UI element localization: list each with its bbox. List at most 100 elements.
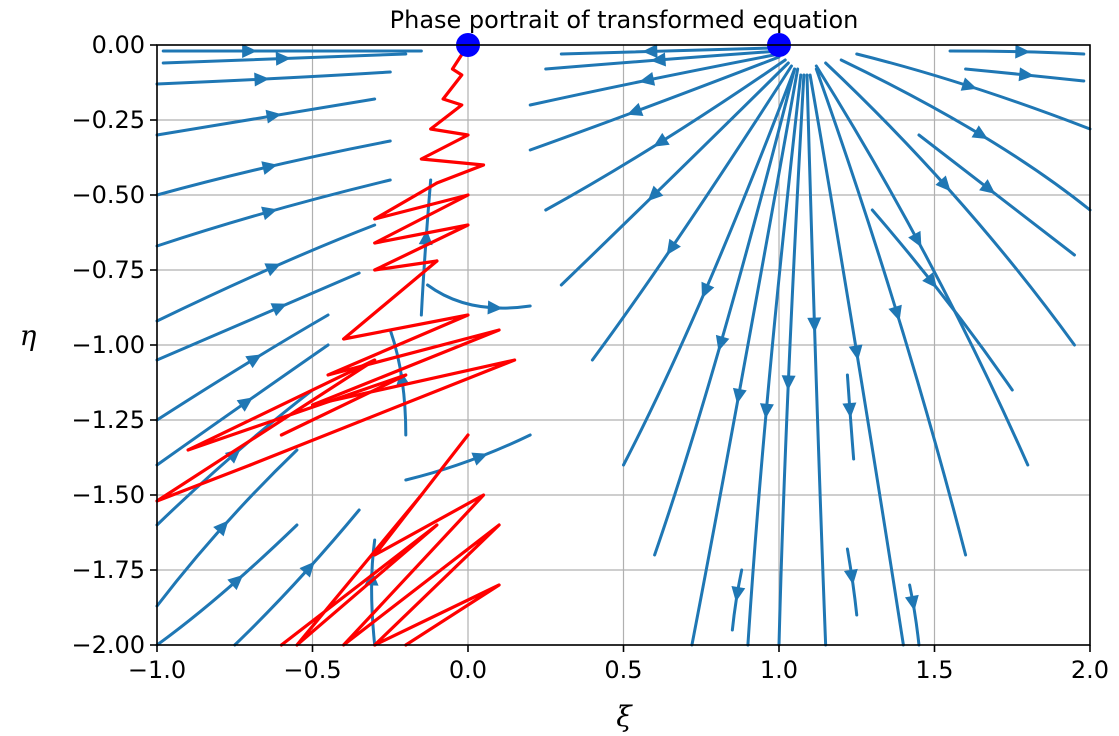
streamline — [233, 508, 361, 647]
stream-arrowhead — [842, 402, 857, 419]
stream-arrowhead — [666, 238, 681, 256]
stream-arrowhead — [261, 161, 278, 175]
y-tick-label: −1.75 — [71, 556, 145, 584]
streamline — [370, 538, 377, 647]
stream-arrowhead — [227, 574, 244, 591]
trajectory — [155, 43, 517, 647]
x-tick-label: 2.0 — [1071, 656, 1109, 684]
stream-arrowhead — [471, 452, 488, 466]
y-ticks: 0.00 −0.25 −0.50 −0.75 −1.00 −1.25 −1.50 −1.75 −… — [71, 31, 157, 659]
stream-arrowhead — [364, 570, 379, 586]
stream-arrowhead — [213, 520, 229, 537]
grid-lines — [156, 44, 1091, 646]
stream-arrowhead — [275, 51, 291, 66]
chart-title: Phase portrait of transformed equation — [390, 6, 859, 34]
x-tick-label: 1.5 — [915, 656, 953, 684]
stream-arrowhead — [626, 102, 644, 116]
streamline — [908, 583, 921, 647]
stream-arrowhead — [843, 568, 858, 585]
streamline — [155, 313, 330, 422]
stream-arrowhead — [731, 585, 746, 602]
streamline — [870, 208, 1014, 392]
x-ticks: −1.0 −0.5 0.0 0.5 1.0 1.5 2.0 — [128, 645, 1109, 684]
streamline — [155, 97, 377, 137]
x-tick-label: 0.5 — [604, 656, 642, 684]
stream-arrowhead — [224, 448, 241, 464]
stream-arrowhead — [935, 175, 951, 192]
stream-arrowhead — [848, 344, 863, 361]
x-tick-label: 1.0 — [760, 656, 798, 684]
streamline — [419, 178, 433, 317]
y-tick-label: −1.50 — [71, 481, 145, 509]
streamline — [155, 178, 392, 248]
streamline — [404, 433, 532, 482]
trajectory-segment — [248, 259, 517, 467]
stream-arrowhead — [807, 317, 822, 333]
x-tick-label: −0.5 — [283, 656, 341, 684]
stream-arrowhead — [242, 44, 258, 58]
stream-arrowhead — [732, 387, 747, 404]
trajectory-segment — [419, 43, 486, 185]
streamline — [805, 73, 828, 647]
stream-arrowhead — [979, 179, 996, 194]
trajectory-segment — [279, 493, 439, 647]
x-axis-label: ξ — [616, 700, 633, 733]
streamline — [155, 139, 392, 197]
stream-arrowhead — [642, 44, 658, 59]
stream-arrowhead — [650, 52, 667, 67]
y-tick-label: −1.25 — [71, 406, 145, 434]
streamline — [814, 64, 1030, 467]
stream-arrowhead — [299, 561, 315, 578]
stream-arrowhead — [418, 229, 433, 246]
trajectory-segment — [373, 181, 470, 272]
streamline — [917, 133, 1076, 257]
streamline — [746, 73, 803, 647]
stream-arrowhead — [908, 230, 922, 248]
streamline — [808, 73, 905, 647]
stream-arrowhead — [960, 77, 978, 91]
x-tick-label: 0.0 — [449, 656, 487, 684]
y-tick-label: −0.50 — [71, 181, 145, 209]
stream-arrowhead — [236, 397, 253, 412]
stream-arrowhead — [701, 281, 715, 299]
stream-arrowhead — [647, 185, 664, 202]
stream-arrowhead — [245, 354, 262, 369]
streamline — [814, 67, 968, 557]
stream-arrowhead — [254, 72, 270, 87]
trajectory-segment — [342, 433, 501, 647]
stream-arrowhead — [1018, 67, 1035, 82]
streamline — [559, 61, 790, 287]
stream-arrowhead — [888, 304, 902, 322]
stream-arrowhead — [759, 403, 774, 419]
stream-arrowhead — [971, 125, 989, 140]
streamline — [155, 70, 392, 86]
streamline — [855, 52, 1092, 131]
streamline — [559, 46, 775, 56]
y-tick-label: 0.00 — [92, 31, 145, 59]
streamline — [528, 55, 781, 152]
x-tick-label: −1.0 — [128, 656, 186, 684]
stream-arrowhead — [1015, 44, 1031, 59]
stream-arrowhead — [265, 109, 282, 124]
streamline — [590, 64, 793, 362]
stream-arrowhead — [270, 303, 288, 317]
stream-arrowhead — [781, 375, 796, 391]
stream-arrowhead — [264, 263, 281, 277]
y-tick-label: −0.25 — [71, 106, 145, 134]
y-axis-label: η — [20, 319, 37, 352]
y-tick-label: −1.00 — [71, 331, 145, 359]
streamline — [824, 61, 1076, 347]
streamline — [845, 373, 856, 461]
trajectory-segment — [155, 358, 408, 503]
streamline — [155, 523, 299, 647]
y-tick-label: −2.00 — [71, 631, 145, 659]
stream-arrowhead — [715, 334, 730, 352]
stream-arrowhead — [904, 594, 919, 611]
stream-arrowhead — [653, 132, 670, 147]
streamline — [155, 271, 361, 362]
streamline — [653, 67, 797, 557]
stream-arrowhead — [261, 206, 278, 221]
stream-arrowhead — [922, 272, 937, 289]
stream-arrowhead — [638, 71, 656, 86]
